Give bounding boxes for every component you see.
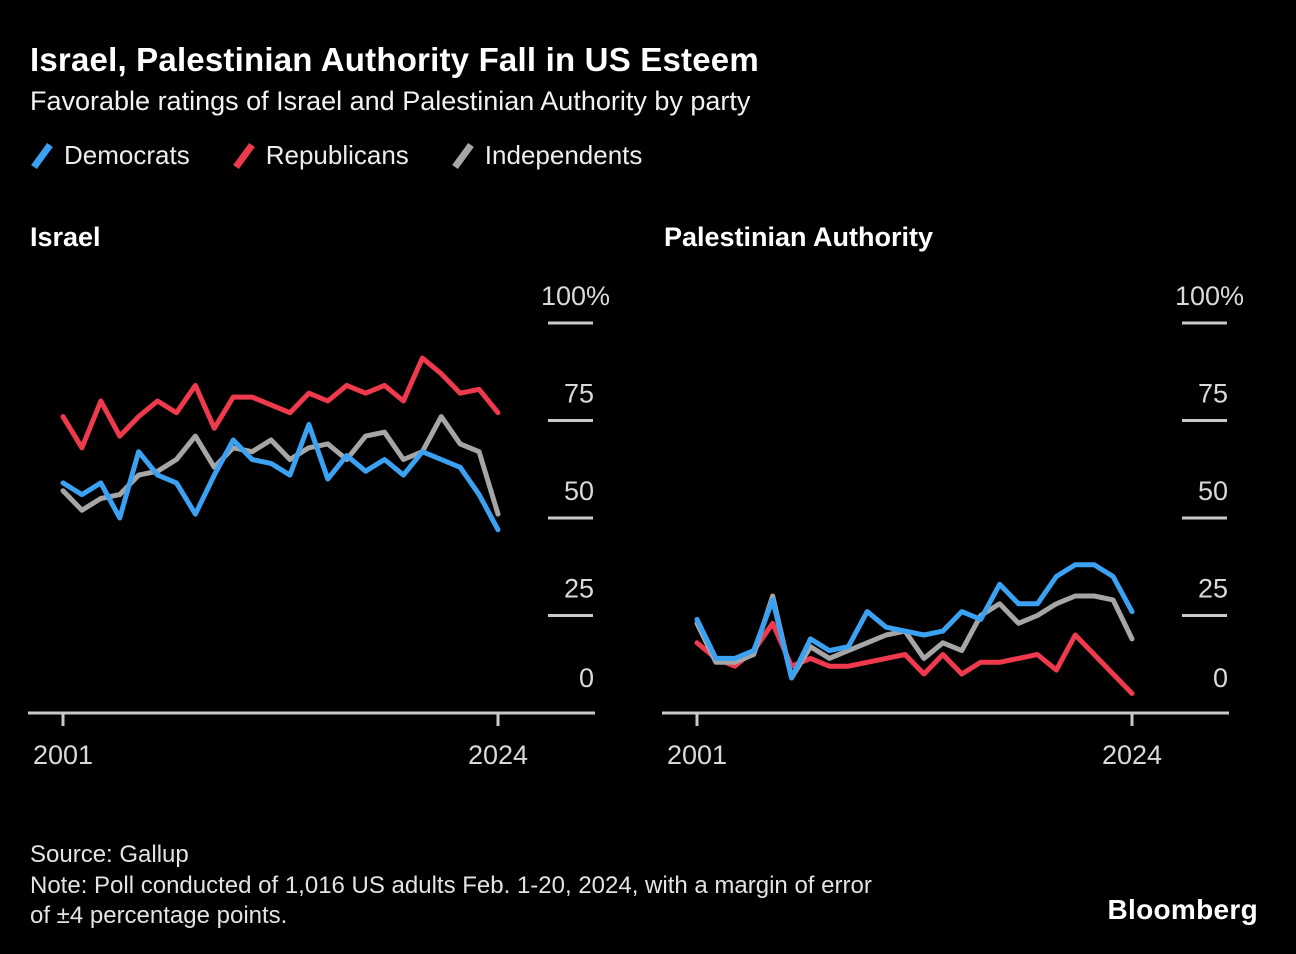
israel-republicans-line [60, 355, 501, 451]
page-subtitle: Favorable ratings of Israel and Palestin… [30, 86, 751, 116]
source-text: Source: Gallup [30, 841, 189, 868]
palestinian-authority-ylabel-75: 75 [1198, 379, 1228, 409]
israel-ylabel-0: 0 [579, 663, 594, 693]
israel-xlabel-2024: 2024 [468, 740, 528, 770]
israel-ylabel-75: 75 [564, 379, 594, 409]
israel-ylabel-100: 100% [541, 281, 610, 311]
palestinian-authority-chart-section: Palestinian Authority 100% 75 50 25 0 2001 202… [634, 222, 1282, 784]
palestinian-authority-ylabel-100: 100% [1175, 281, 1244, 311]
palestinian-authority-ylabel-25: 25 [1198, 574, 1228, 604]
palestinian-authority-democrats-line [694, 562, 1135, 681]
israel-chart-title: Israel [30, 222, 101, 252]
israel-democrats-line [60, 421, 501, 533]
legend: Democrats Republicans Independents [30, 140, 642, 171]
legend-label-independents: Independents [484, 140, 643, 170]
palestinian-authority-xlabel-2024: 2024 [1102, 740, 1162, 770]
legend-item-independents: Independents [451, 140, 643, 171]
palestinian-authority-xlabel-2001: 2001 [667, 740, 727, 770]
note-line-2: of ±4 percentage points. [30, 902, 288, 929]
note-line-1: Note: Poll conducted of 1,016 US adults … [30, 872, 872, 899]
israel-chart-section: Israel 100% 75 50 25 0 2001 2024 [0, 222, 648, 784]
democrats-line-icon [31, 142, 53, 169]
palestinian-authority-ylabel-0: 0 [1213, 663, 1228, 693]
palestinian-authority-republicans-line [694, 620, 1135, 696]
israel-independents-line [60, 414, 501, 517]
palestinian-authority-ylabel-50: 50 [1198, 476, 1228, 506]
legend-label-republicans: Republicans [265, 140, 409, 170]
independents-line-icon [451, 142, 474, 169]
page-title: Israel, Palestinian Authority Fall in US… [30, 41, 759, 78]
legend-label-democrats: Democrats [64, 140, 190, 170]
israel-ylabel-50: 50 [564, 476, 594, 506]
palestinian-authority-chart-svg: 100% 75 50 25 0 2001 2024 [662, 281, 1244, 770]
israel-chart-svg: 100% 75 50 25 0 2001 2024 [28, 281, 610, 770]
palestinian-authority-chart-title: Palestinian Authority [664, 222, 934, 252]
israel-ylabel-25: 25 [564, 574, 594, 604]
legend-item-republicans: Republicans [232, 140, 409, 171]
legend-item-democrats: Democrats [30, 140, 190, 171]
note-text: Note: Poll conducted of 1,016 US adults … [30, 871, 872, 931]
republicans-line-icon [232, 142, 255, 169]
bloomberg-logo: Bloomberg [1107, 894, 1258, 925]
israel-xlabel-2001: 2001 [33, 740, 93, 770]
